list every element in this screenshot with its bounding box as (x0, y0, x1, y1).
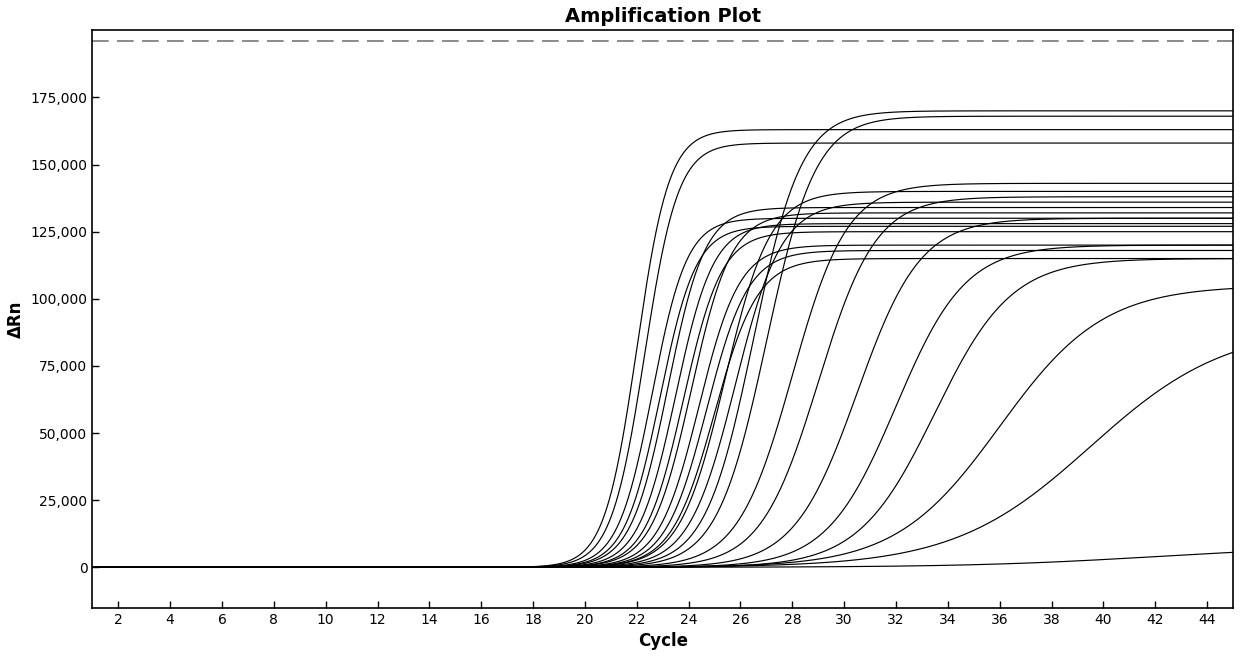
Y-axis label: ΔRn: ΔRn (7, 300, 25, 338)
Title: Amplification Plot: Amplification Plot (564, 7, 761, 26)
X-axis label: Cycle: Cycle (637, 632, 688, 650)
